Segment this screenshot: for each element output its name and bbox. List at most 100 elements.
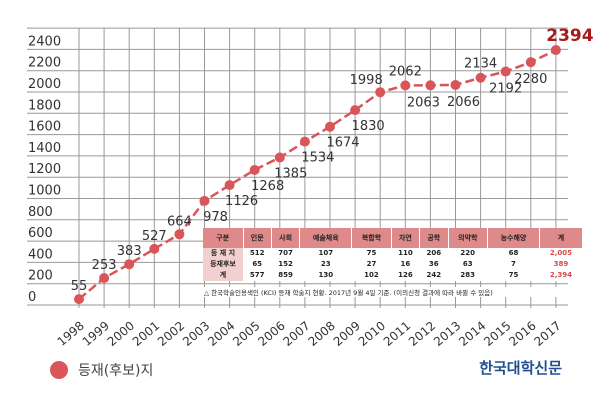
table-cell: 68 [508, 249, 519, 257]
table-cell: 2,005 [549, 249, 573, 257]
data-label: 2280 [514, 72, 547, 87]
table-header: 계 [539, 228, 584, 248]
data-point [224, 180, 235, 191]
table-cell: 75 [366, 249, 377, 257]
data-label: 253 [92, 258, 117, 273]
table-cell: 등 재 지 [203, 248, 243, 259]
table-cell: 2,394 [549, 271, 573, 279]
table-cell: 등재후보 [203, 259, 243, 270]
data-label: 2063 [407, 95, 440, 110]
y-tick-label: 2200 [28, 56, 61, 71]
data-point [299, 136, 310, 147]
legend: 등재(후보)지 [50, 360, 153, 380]
data-label: 1830 [352, 119, 385, 134]
data-label: 1268 [251, 179, 284, 194]
table-cell: 107 [318, 249, 334, 257]
data-point [500, 66, 511, 77]
table-cell: 152 [278, 260, 293, 268]
x-tick-label: 2014 [456, 319, 488, 349]
y-tick-label: 1400 [28, 141, 61, 156]
x-tick-label: 2016 [506, 319, 538, 349]
x-tick-label: 2013 [431, 319, 463, 349]
data-point [425, 80, 436, 91]
table-header: 농수해양 [487, 228, 540, 248]
data-point [199, 195, 210, 206]
table-row: 등재후보 65 152 23 27 16 36 63 7 389 [203, 259, 583, 270]
data-point [124, 259, 135, 270]
x-tick-label: 2012 [406, 319, 438, 349]
data-label: 2394 [546, 26, 593, 46]
table-cell: 130 [318, 271, 334, 279]
data-point [249, 164, 260, 175]
x-tick-label: 2007 [280, 319, 312, 349]
table-header: 인문 [243, 228, 272, 248]
data-point [74, 294, 84, 305]
y-tick-label: 1000 [28, 184, 61, 199]
data-label: 2192 [489, 82, 522, 97]
x-tick-label: 2003 [180, 319, 212, 349]
data-label: 2134 [464, 57, 497, 72]
data-label: 978 [203, 210, 228, 225]
data-point [400, 80, 411, 91]
y-tick-label: 1200 [28, 162, 61, 177]
data-label: 527 [142, 229, 167, 244]
y-tick-label: 400 [28, 247, 53, 262]
table-cell: 859 [278, 271, 293, 279]
x-tick-label: 2000 [105, 319, 137, 349]
table-cell: 283 [460, 271, 476, 279]
y-tick-label: 600 [28, 226, 53, 241]
table-cell: 707 [278, 249, 293, 257]
data-point [274, 152, 285, 163]
table-cell: 16 [400, 260, 411, 268]
x-tick-label: 2015 [481, 319, 513, 349]
x-tick-label: 2002 [155, 319, 187, 349]
table-cell: 23 [320, 260, 331, 268]
brand-logo: 한국대학신문 [479, 359, 562, 377]
table-cell: 126 [398, 271, 413, 279]
data-point [350, 105, 361, 116]
table-header: 예술체육 [299, 228, 353, 248]
data-label: 2062 [389, 64, 422, 79]
x-tick-label: 2017 [531, 319, 563, 349]
table-cell: 계 [203, 270, 243, 281]
table-cell: 110 [398, 249, 413, 257]
table-header: 자연 [391, 228, 421, 248]
x-tick-label: 2008 [306, 319, 338, 349]
data-point [99, 273, 110, 284]
data-point [325, 121, 335, 132]
table-cell: 75 [508, 271, 519, 279]
legend-label: 등재(후보)지 [78, 363, 154, 379]
table-cell: 512 [249, 249, 265, 257]
data-point [450, 79, 461, 90]
table-cell: 577 [249, 271, 265, 279]
data-label: 664 [167, 214, 192, 229]
legend-marker-icon [50, 361, 68, 379]
x-tick-label: 1999 [80, 319, 112, 349]
data-label: 2066 [447, 95, 480, 110]
table-header: 사회 [271, 228, 301, 248]
x-tick-label: 2009 [331, 319, 363, 349]
table-cell: 27 [366, 260, 377, 268]
x-tick-label: 2010 [356, 319, 388, 349]
table-row: 등 재 지 512 707 107 75 110 206 220 68 2,005 [203, 248, 583, 259]
table-cell: 65 [252, 260, 263, 268]
data-point [550, 45, 561, 56]
x-tick-label: 2011 [381, 319, 413, 349]
summary-table: 구분 인문 사회 예술체육 복합학 자연 공학 의약학 농수해양 계 등 재 지 512 707 107… [203, 228, 584, 281]
table-cell: 220 [460, 249, 476, 257]
y-tick-label: 800 [28, 205, 53, 220]
table-header: 공학 [419, 228, 449, 248]
table-cell: 389 [553, 260, 569, 268]
table-cell: 36 [428, 260, 439, 268]
x-tick-label: 2006 [255, 319, 287, 349]
data-label: 1385 [274, 166, 307, 181]
y-tick-label: 200 [28, 269, 53, 284]
x-tick-label: 2005 [230, 319, 262, 349]
data-point [525, 57, 536, 68]
data-label: 1674 [326, 136, 359, 151]
data-point [149, 243, 160, 254]
data-point [174, 229, 185, 240]
y-tick-label: 1600 [28, 120, 61, 135]
data-point [375, 87, 386, 98]
